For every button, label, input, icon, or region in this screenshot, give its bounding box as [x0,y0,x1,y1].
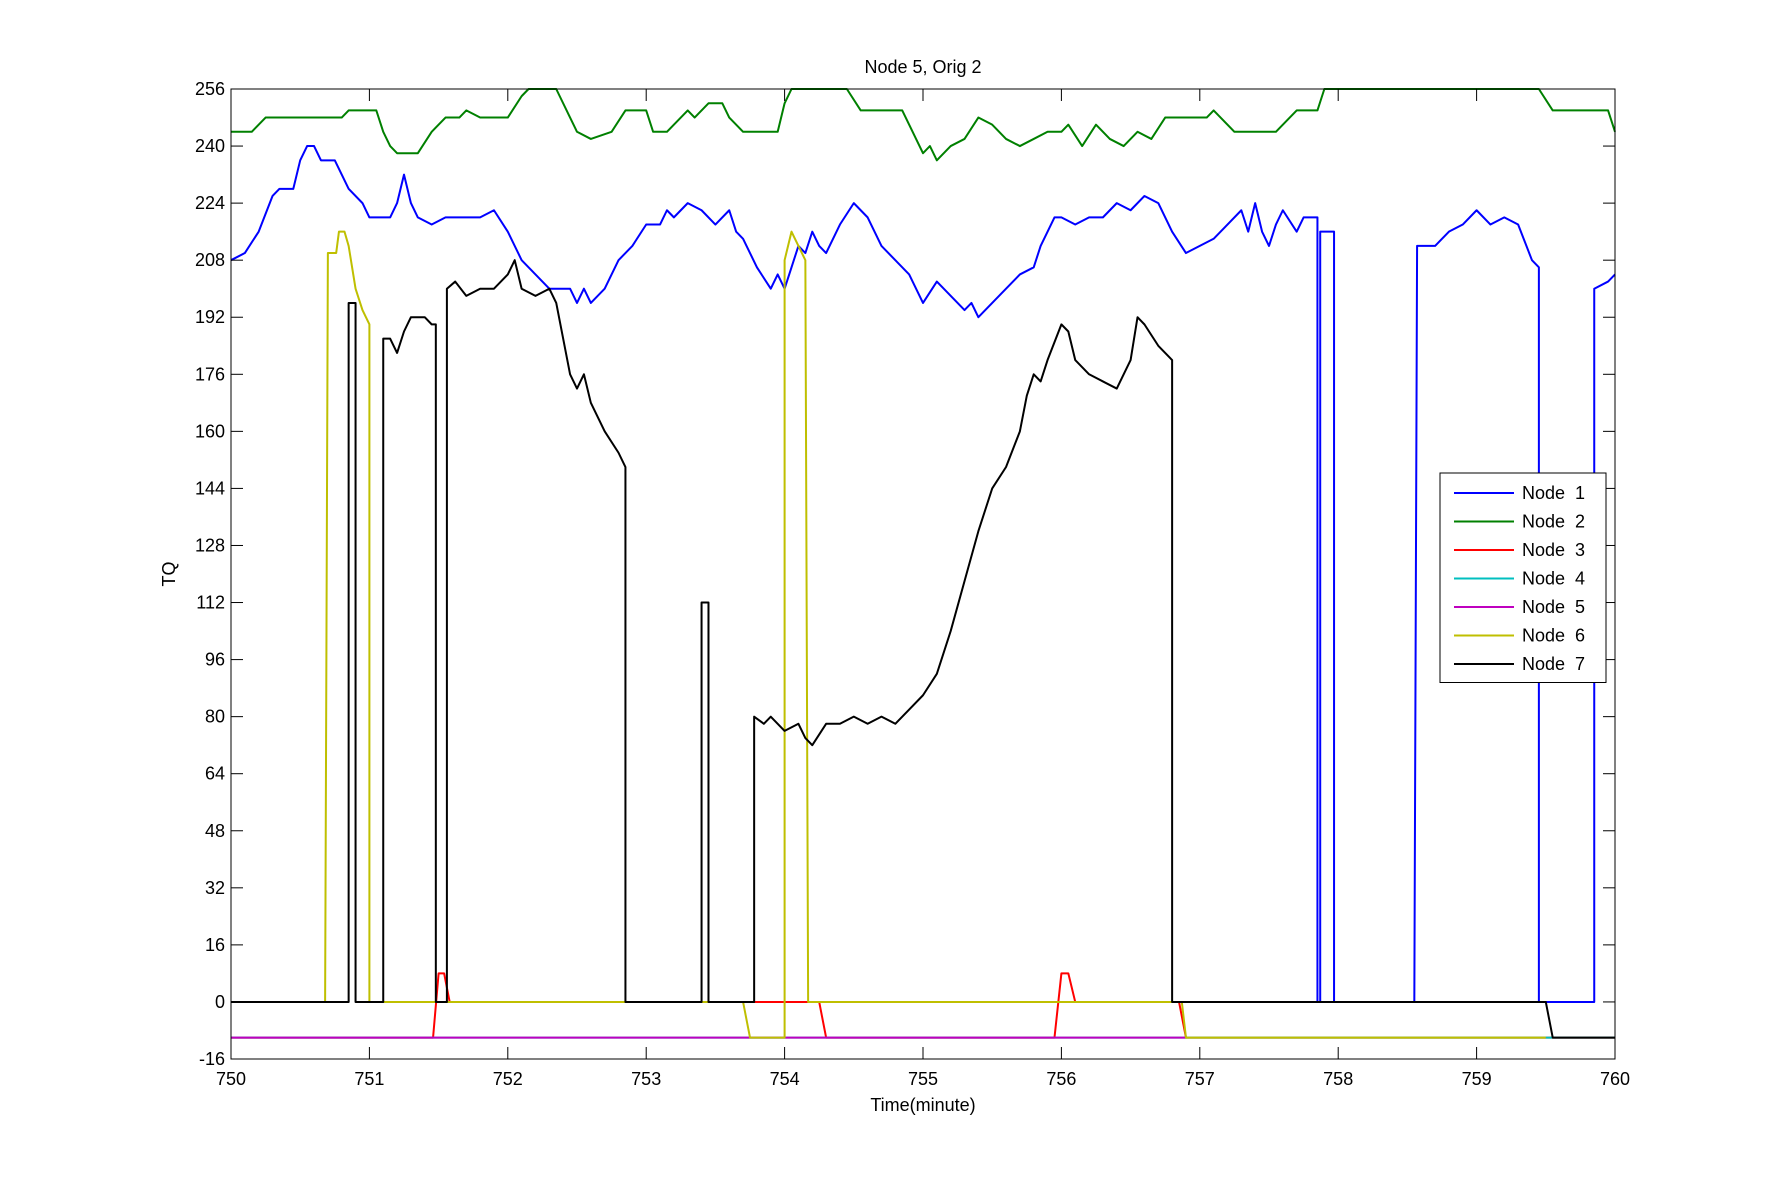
legend-label-node-2: Node 2 [1522,512,1585,532]
x-tick-label: 760 [1600,1069,1630,1089]
chart-title: Node 5, Orig 2 [864,57,981,77]
y-tick-label: 0 [215,992,225,1012]
y-tick-label: 256 [195,79,225,99]
y-axis-title: TQ [159,562,179,587]
legend-label-node-6: Node 6 [1522,626,1585,646]
axes-layer: 750 751 752 753 754 755 756 757 758 759 760 -16 0 16 3… [195,79,1630,1089]
x-tick-label: 755 [908,1069,938,1089]
x-tick-label: 753 [631,1069,661,1089]
y-tick-label: 128 [195,535,225,555]
y-tick-label: -16 [199,1049,225,1069]
x-tick-label: 759 [1462,1069,1492,1089]
y-tick-label: 96 [205,650,225,670]
series-layer [230,88,1616,1039]
legend-label-node-7: Node 7 [1522,654,1585,674]
legend-label-node-4: Node 4 [1522,569,1585,589]
y-tick-label: 192 [195,307,225,327]
y-tick-label: 112 [196,593,225,613]
y-tick-label: 144 [195,478,225,498]
series-line-node-2 [231,88,1616,162]
plot-area [231,89,1615,1059]
y-tick-label: 48 [205,821,225,841]
x-tick-label: 750 [216,1069,246,1089]
series-line-node-6 [324,230,1546,1039]
y-tick-label: 16 [205,935,225,955]
x-tick-label: 756 [1046,1069,1076,1089]
legend-label-node-3: Node 3 [1522,540,1585,560]
y-tick-label: 208 [195,250,225,270]
y-tick-label: 160 [195,421,225,441]
y-tick-label: 32 [205,878,225,898]
x-tick-label: 754 [770,1069,800,1089]
x-tick-label: 757 [1185,1069,1215,1089]
legend-label-node-5: Node 5 [1522,597,1585,617]
x-tick-label: 752 [493,1069,523,1089]
x-axis-title: Time(minute) [870,1095,975,1115]
y-tick-label: 176 [195,364,225,384]
series-line-node-7 [231,259,1615,1039]
x-tick-label: 758 [1323,1069,1353,1089]
y-tick-label: 224 [195,193,225,213]
legend-label-node-1: Node 1 [1522,483,1585,503]
x-tick-label: 751 [354,1069,384,1089]
legend: Node 1 Node 2 Node 3 Node 4 Node 5 Node 6 Node… [1439,472,1607,683]
y-tick-label: 80 [205,707,225,727]
y-tick-label: 64 [205,764,225,784]
y-tick-label: 240 [195,136,225,156]
